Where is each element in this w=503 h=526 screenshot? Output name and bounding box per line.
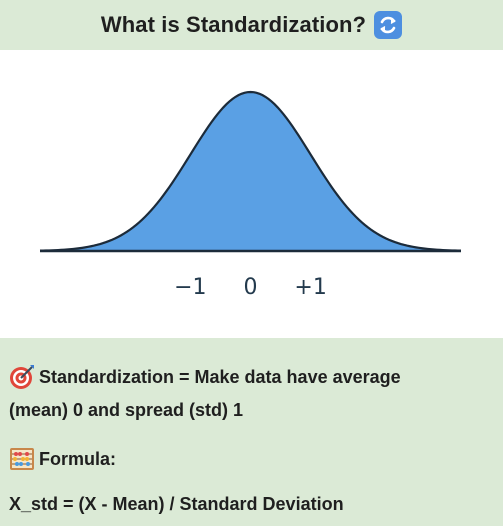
definition-text-2: (mean) 0 and spread (std) 1: [9, 400, 244, 420]
formula-label-line: Formula:: [9, 445, 497, 473]
target-icon: [9, 364, 35, 390]
swap-arrows-icon: [374, 11, 403, 39]
definition-line-2: (mean) 0 and spread (std) 1: [9, 396, 497, 424]
formula-label: Formula:: [39, 449, 117, 469]
formula-text: X_std = (X - Mean) / Standard Deviation: [9, 494, 344, 514]
bell-curve-svg: −1 0 +1: [39, 90, 462, 300]
definition-line-1: Standardization = Make data have average: [9, 363, 497, 391]
bell-curve-line: [39, 90, 462, 252]
abacus-icon: [9, 446, 35, 472]
page-title: What is Standardization?: [100, 11, 403, 39]
tick-labels: −1 0 +1: [174, 275, 327, 300]
title-text: What is Standardization?: [100, 12, 367, 37]
formula-line: X_std = (X - Mean) / Standard Deviation: [9, 490, 497, 518]
tick-label-1: 0: [244, 275, 258, 300]
tick-label-2: +1: [294, 275, 326, 300]
bell-curve-chart: −1 0 +1: [0, 50, 503, 338]
bell-curve-area: [40, 92, 461, 251]
title-bar: What is Standardization?: [0, 0, 503, 50]
tick-label-0: −1: [174, 275, 206, 300]
definition-text-1: Standardization = Make data have average: [39, 367, 401, 387]
info-panel: Standardization = Make data have average…: [0, 338, 503, 526]
